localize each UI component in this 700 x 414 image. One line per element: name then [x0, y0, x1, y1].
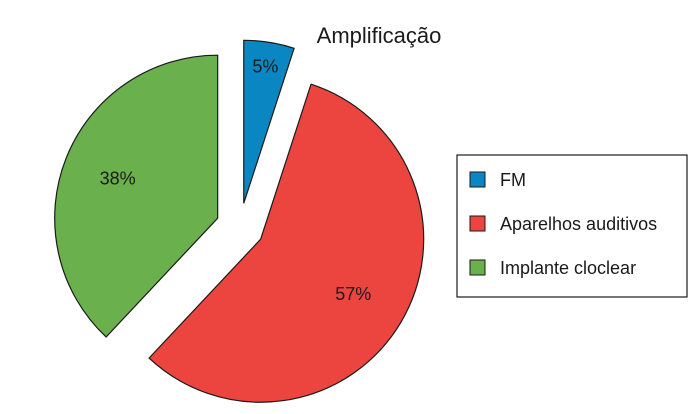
legend-label: Aparelhos auditivos: [500, 214, 657, 234]
pie-slice-1: [243, 39, 295, 204]
pie-slice-3: [54, 54, 219, 338]
legend-label: FM: [500, 170, 526, 190]
slice-percent-label: 5%: [252, 56, 278, 76]
pie-slice-2: [148, 83, 425, 403]
legend-swatch: [469, 171, 486, 188]
slice-percent-label: 57%: [335, 284, 371, 304]
pie-slices: [54, 39, 425, 403]
legend: FM Aparelhos auditivos Implante cloclear: [456, 154, 688, 298]
legend-swatch: [469, 215, 486, 232]
legend-swatch: [469, 259, 486, 276]
legend-box: [456, 154, 688, 298]
legend-label: Implante cloclear: [500, 258, 636, 278]
chart-title: Amplificação: [317, 23, 442, 48]
slice-percent-label: 38%: [100, 169, 136, 189]
slice-labels: 5% 57% 38%: [100, 56, 372, 304]
